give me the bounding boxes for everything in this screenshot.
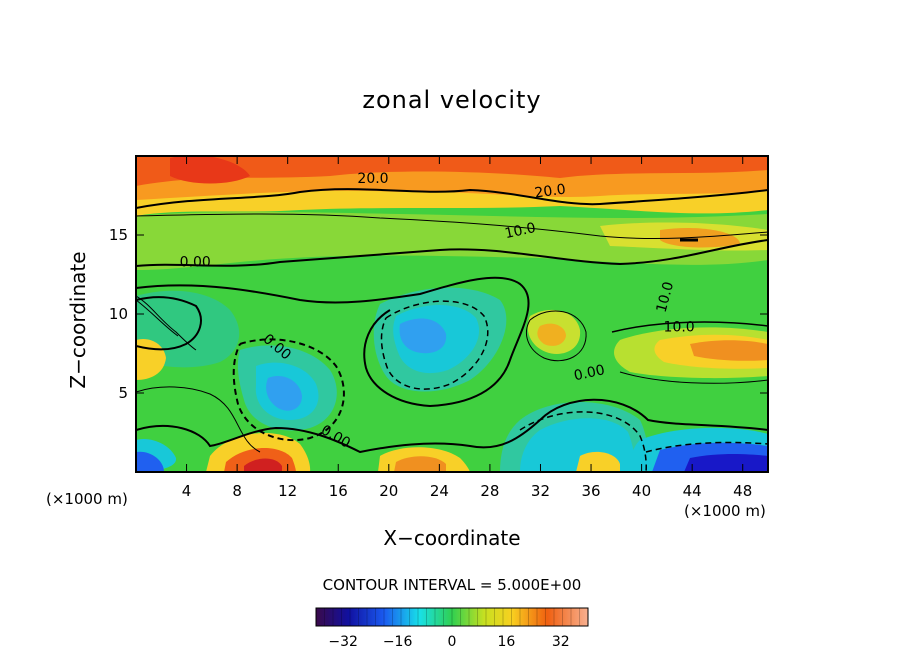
y-axis-label: Z−coordinate [66, 251, 90, 389]
x-tick-label: 44 [683, 482, 702, 500]
x-tick-label: 36 [581, 482, 600, 500]
contour-label: 10.0 [654, 280, 678, 314]
x-unit-label-left: (×1000 m) [46, 490, 128, 508]
x-tick-label: 16 [329, 482, 348, 500]
y-axis: 5 10 15 [109, 226, 768, 402]
x-tick-label: 28 [480, 482, 499, 500]
x-tick-label: 48 [733, 482, 752, 500]
contour-label: 0.00 [180, 255, 211, 271]
x-tick-label: 4 [182, 482, 192, 500]
x-unit-label-right: (×1000 m) [684, 502, 766, 520]
chart-title: zonal velocity [362, 86, 542, 114]
colorbar-tick-label: 0 [448, 634, 457, 650]
x-axis-label: X−coordinate [383, 526, 521, 550]
y-tick-label: 15 [109, 226, 128, 244]
colorbar-tick-label: 32 [552, 634, 570, 650]
contour-label: 0.00 [573, 362, 607, 384]
x-tick-label: 8 [232, 482, 242, 500]
colorbar-tick-label: −16 [383, 634, 413, 650]
x-tick-label: 24 [430, 482, 449, 500]
colorbar-tick-label: 16 [497, 634, 515, 650]
colorbar-ticks: −32 −16 0 16 32 [315, 608, 589, 650]
x-tick-label: 40 [632, 482, 651, 500]
x-axis: 4 8 12 16 20 24 28 32 36 40 44 48 [182, 156, 752, 500]
y-tick-label: 10 [109, 305, 128, 323]
contour-label: 20.0 [534, 181, 567, 201]
velocity-field [136, 156, 768, 472]
colorbar-tick-label: −32 [328, 634, 358, 650]
y-tick-label: 5 [118, 384, 128, 402]
x-tick-label: 32 [531, 482, 550, 500]
x-tick-label: 12 [278, 482, 297, 500]
contour-interval-text: CONTOUR INTERVAL = 5.000E+00 [322, 576, 582, 594]
contour-label: 10.0 [503, 220, 537, 242]
x-tick-label: 20 [379, 482, 398, 500]
colorbar [315, 607, 589, 627]
contour-label: 20.0 [357, 171, 388, 187]
contour-label: 10.0 [664, 319, 695, 335]
